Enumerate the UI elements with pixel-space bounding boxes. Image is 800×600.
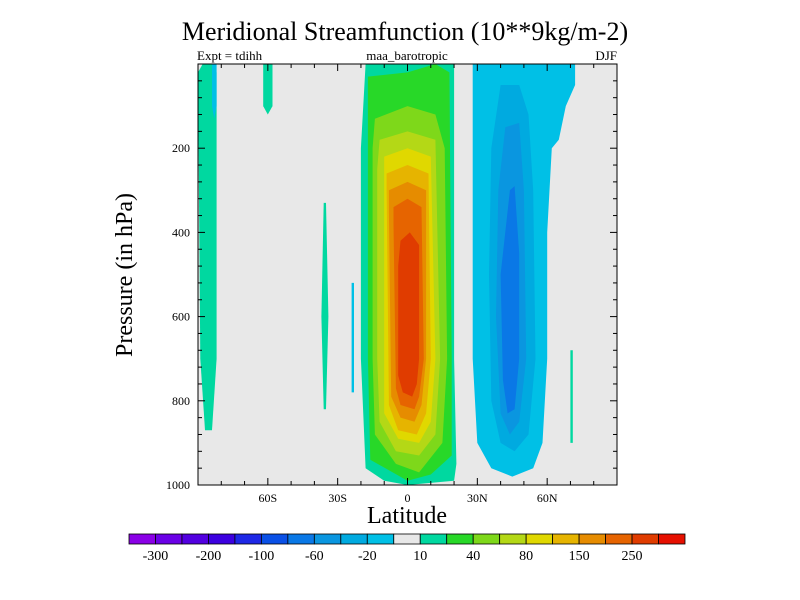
colorbar: -300 -200 -100 -60 -20 10 40 80 150 250 bbox=[128, 533, 686, 564]
contour-fills bbox=[198, 64, 576, 485]
contour-region-cell-sh-mid bbox=[263, 64, 273, 115]
contour-region-cell-nh-edge bbox=[570, 350, 573, 443]
colorbar-label: -100 bbox=[249, 549, 275, 564]
x-axis-label: Latitude bbox=[367, 503, 447, 529]
contour-region-cell-sh-blue-strip bbox=[351, 282, 354, 393]
y-tick-label: 800 bbox=[172, 394, 190, 408]
colorbar-swatch bbox=[578, 533, 606, 545]
colorbar-swatch bbox=[658, 533, 686, 545]
axis-ticks: 60S 30S 0 30N 60N 200 400 600 800 1000 bbox=[166, 63, 618, 505]
colorbar-swatch bbox=[446, 533, 474, 545]
colorbar-swatch bbox=[366, 533, 395, 545]
contour-region-cell-sh-blue bbox=[212, 64, 217, 119]
colorbar-label: -20 bbox=[358, 549, 377, 564]
x-tick-label: 30S bbox=[328, 491, 347, 505]
y-axis-label: Pressure (in hPa) bbox=[112, 193, 138, 357]
subtitle-right: DJF bbox=[595, 48, 617, 63]
subtitle-center: maa_barotropic bbox=[366, 48, 448, 63]
y-tick-label: 1000 bbox=[166, 478, 190, 492]
y-tick-label: 200 bbox=[172, 141, 190, 155]
colorbar-label: -200 bbox=[196, 549, 222, 564]
x-tick-label: 60N bbox=[537, 491, 558, 505]
colorbar-swatch bbox=[287, 533, 315, 545]
contour-region-cell-hadley-400 bbox=[398, 232, 420, 397]
colorbar-label: -60 bbox=[305, 549, 324, 564]
colorbar-swatch bbox=[313, 533, 342, 545]
y-tick-label: 400 bbox=[172, 225, 190, 239]
y-tick-label: 600 bbox=[172, 310, 190, 324]
colorbar-label: 150 bbox=[569, 549, 590, 564]
colorbar-swatch bbox=[393, 533, 421, 545]
subtitle-left: Expt = tdihh bbox=[197, 48, 263, 63]
contour-region-cell-sh-strip bbox=[321, 202, 329, 410]
plot-area: 60S 30S 0 30N 60N 200 400 600 800 1000 bbox=[166, 63, 618, 505]
x-tick-label: 30N bbox=[467, 491, 488, 505]
x-tick-label: 0 bbox=[405, 491, 411, 505]
colorbar-label: 10 bbox=[413, 549, 427, 564]
colorbar-swatch bbox=[234, 533, 262, 545]
chart-title: Meridional Streamfunction (10**9kg/m-2) bbox=[182, 17, 628, 46]
colorbar-label: 80 bbox=[519, 549, 533, 564]
colorbar-swatch bbox=[525, 533, 554, 545]
colorbar-swatch bbox=[419, 533, 448, 545]
colorbar-swatch bbox=[128, 533, 156, 545]
colorbar-swatch bbox=[208, 533, 236, 545]
colorbar-swatch bbox=[499, 533, 527, 545]
colorbar-swatch bbox=[605, 533, 633, 545]
colorbar-swatch bbox=[181, 533, 209, 545]
colorbar-swatch bbox=[472, 533, 501, 545]
colorbar-swatch bbox=[340, 533, 368, 545]
x-tick-label: 60S bbox=[258, 491, 277, 505]
colorbar-label: 250 bbox=[622, 549, 643, 564]
colorbar-swatch bbox=[631, 533, 659, 545]
contour-region-cell-nh-blue-140 bbox=[500, 186, 520, 414]
colorbar-swatch bbox=[155, 533, 183, 545]
colorbar-label: 40 bbox=[466, 549, 480, 564]
colorbar-swatch bbox=[552, 533, 580, 545]
colorbar-swatch bbox=[260, 533, 289, 545]
colorbar-label: -300 bbox=[143, 549, 169, 564]
contour-region-cell-sh-edge bbox=[198, 64, 217, 431]
